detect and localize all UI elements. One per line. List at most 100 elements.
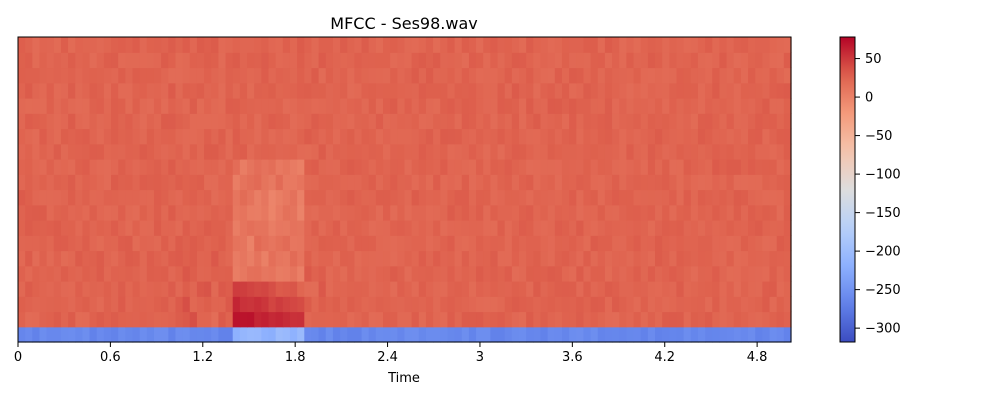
heatmap-cell <box>103 326 112 343</box>
heatmap-cell <box>583 82 592 99</box>
heatmap-cell <box>361 174 370 191</box>
heatmap-cell <box>476 82 484 99</box>
heatmap-cell <box>461 311 470 328</box>
heatmap-cell <box>182 235 191 252</box>
heatmap-cell <box>161 235 169 252</box>
heatmap-cell <box>583 128 592 145</box>
heatmap-cell <box>25 265 33 282</box>
heatmap-cell <box>447 174 456 191</box>
heatmap-cell <box>103 311 112 328</box>
heatmap-cell <box>68 159 76 175</box>
heatmap-cell <box>511 311 520 328</box>
heatmap-cell <box>96 98 105 114</box>
heatmap-cell <box>111 281 119 297</box>
heatmap-cell <box>547 250 556 267</box>
heatmap-cell <box>583 220 592 236</box>
x-tick-label: 3 <box>476 350 484 365</box>
heatmap-cell <box>196 82 205 99</box>
heatmap-cell <box>669 281 678 297</box>
heatmap-cell <box>60 82 69 99</box>
heatmap-cell <box>461 98 470 114</box>
heatmap-cell <box>740 82 749 99</box>
heatmap-cell <box>604 143 613 160</box>
heatmap-cell <box>361 159 370 175</box>
heatmap-cell <box>196 250 205 267</box>
heatmap-cell <box>612 296 620 313</box>
heatmap-cell <box>769 235 778 252</box>
heatmap-cell <box>125 52 134 69</box>
heatmap-cell <box>247 159 255 175</box>
heatmap-cell <box>268 189 277 206</box>
heatmap-cell <box>726 174 735 191</box>
heatmap-cell <box>755 235 763 252</box>
heatmap-cell <box>483 37 491 53</box>
heatmap-cell <box>590 174 599 191</box>
heatmap-cell <box>504 250 513 267</box>
heatmap-cell <box>318 311 327 328</box>
heatmap-cell <box>53 82 62 99</box>
heatmap-cell <box>669 82 678 99</box>
heatmap-cell <box>311 281 320 297</box>
heatmap-cell <box>25 311 33 328</box>
heatmap-cell <box>139 326 148 343</box>
heatmap-cell <box>282 82 291 99</box>
heatmap-cell <box>569 220 577 236</box>
heatmap-cell <box>468 67 477 84</box>
heatmap-cell <box>454 296 463 313</box>
heatmap-cell <box>533 143 542 160</box>
heatmap-cell <box>118 250 126 267</box>
heatmap-cell <box>132 128 141 145</box>
heatmap-cell <box>561 159 570 175</box>
heatmap-cell <box>311 296 320 313</box>
heatmap-cell <box>139 204 148 221</box>
heatmap-cell <box>526 281 534 297</box>
heatmap-cell <box>397 311 406 328</box>
heatmap-cell <box>153 250 162 267</box>
heatmap-cell <box>368 113 377 130</box>
heatmap-cell <box>640 265 649 282</box>
heatmap-cell <box>161 98 169 114</box>
heatmap-cell <box>712 296 721 313</box>
heatmap-cell <box>418 82 427 99</box>
heatmap-cell <box>254 296 262 313</box>
heatmap-cell <box>655 82 663 99</box>
heatmap-cell <box>647 281 656 297</box>
heatmap-cell <box>261 326 270 343</box>
heatmap-cell <box>318 52 327 69</box>
heatmap-cell <box>569 204 577 221</box>
heatmap-cell <box>232 265 241 282</box>
heatmap-cell <box>68 52 76 69</box>
heatmap-cell <box>755 143 763 160</box>
heatmap-cell <box>404 326 413 343</box>
heatmap-cell <box>604 52 613 69</box>
heatmap-cell <box>304 67 313 84</box>
heatmap-cell <box>32 189 41 206</box>
heatmap-cell <box>425 311 434 328</box>
heatmap-cell <box>454 326 463 343</box>
heatmap-cell <box>239 67 248 84</box>
heatmap-cell <box>597 296 606 313</box>
heatmap-cell <box>640 189 649 206</box>
heatmap-cell <box>697 159 706 175</box>
heatmap-cell <box>304 159 313 175</box>
heatmap-cell <box>511 281 520 297</box>
heatmap-cell <box>347 52 355 69</box>
heatmap-cell <box>189 265 198 282</box>
heatmap-cell <box>332 311 341 328</box>
heatmap-cell <box>89 204 98 221</box>
heatmap-cell <box>740 250 749 267</box>
heatmap-cell <box>161 82 169 99</box>
heatmap-cell <box>769 326 778 343</box>
heatmap-cell <box>168 296 177 313</box>
heatmap-cell <box>39 250 48 267</box>
heatmap-cell <box>612 326 620 343</box>
heatmap-cell <box>111 52 119 69</box>
heatmap-cell <box>39 296 48 313</box>
heatmap-cell <box>60 265 69 282</box>
heatmap-cell <box>139 113 148 130</box>
heatmap-cell <box>103 250 112 267</box>
heatmap-cell <box>461 235 470 252</box>
heatmap-cell <box>683 204 692 221</box>
heatmap-cell <box>261 82 270 99</box>
heatmap-cell <box>168 235 177 252</box>
